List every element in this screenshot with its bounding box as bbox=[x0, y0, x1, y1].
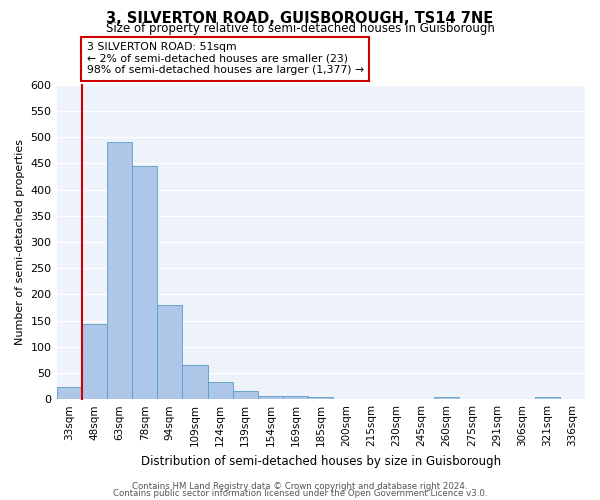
Bar bbox=[208, 382, 233, 399]
Bar bbox=[434, 396, 459, 399]
Bar bbox=[56, 387, 82, 399]
Bar bbox=[308, 396, 334, 399]
Bar bbox=[182, 365, 208, 399]
Bar bbox=[233, 391, 258, 399]
Bar bbox=[82, 324, 107, 399]
Text: 3, SILVERTON ROAD, GUISBOROUGH, TS14 7NE: 3, SILVERTON ROAD, GUISBOROUGH, TS14 7NE bbox=[106, 11, 494, 26]
Text: Contains public sector information licensed under the Open Government Licence v3: Contains public sector information licen… bbox=[113, 489, 487, 498]
Bar bbox=[107, 142, 132, 399]
Bar bbox=[132, 166, 157, 399]
Y-axis label: Number of semi-detached properties: Number of semi-detached properties bbox=[15, 139, 25, 345]
Text: Contains HM Land Registry data © Crown copyright and database right 2024.: Contains HM Land Registry data © Crown c… bbox=[132, 482, 468, 491]
Bar bbox=[258, 396, 283, 399]
Bar bbox=[535, 396, 560, 399]
Bar bbox=[283, 396, 308, 399]
X-axis label: Distribution of semi-detached houses by size in Guisborough: Distribution of semi-detached houses by … bbox=[141, 454, 501, 468]
Text: 3 SILVERTON ROAD: 51sqm
← 2% of semi-detached houses are smaller (23)
98% of sem: 3 SILVERTON ROAD: 51sqm ← 2% of semi-det… bbox=[87, 42, 364, 76]
Bar bbox=[157, 305, 182, 399]
Text: Size of property relative to semi-detached houses in Guisborough: Size of property relative to semi-detach… bbox=[106, 22, 494, 35]
